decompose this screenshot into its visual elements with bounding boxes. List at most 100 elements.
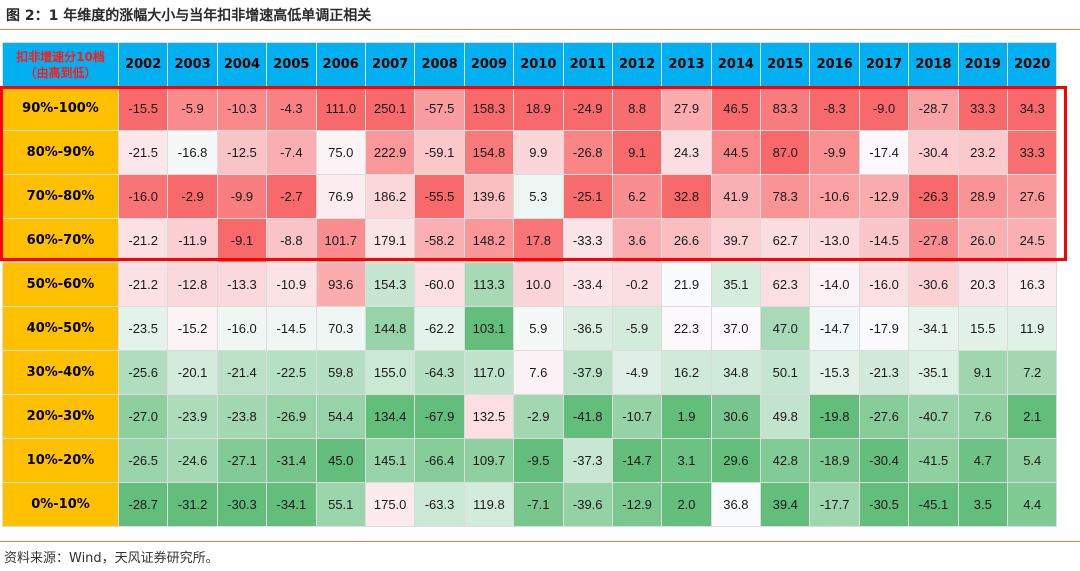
row-label: 90%-100%	[2, 86, 119, 131]
heatmap-cell: 26.6	[661, 218, 712, 263]
heatmap-cell: 39.4	[760, 482, 811, 527]
heatmap-cell: -14.7	[611, 438, 663, 483]
heatmap-cell: -5.9	[611, 306, 663, 351]
heatmap-cell: -26.8	[562, 130, 613, 175]
heatmap-cell: -26.9	[266, 394, 317, 439]
heatmap-cell: -12.9	[858, 174, 910, 219]
heatmap-cell: 33.3	[957, 86, 1009, 131]
title-divider	[0, 29, 1080, 30]
heatmap-cell: 11.9	[1007, 306, 1058, 351]
heatmap-cell: 144.8	[364, 306, 416, 351]
heatmap-cell: 34.8	[710, 350, 762, 395]
year-header: 2006	[315, 42, 366, 87]
heatmap-cell: 117.0	[463, 350, 515, 395]
heatmap-cell: -15.3	[809, 350, 860, 395]
row-label: 80%-90%	[2, 130, 119, 175]
heatmap-cell: 4.4	[1007, 482, 1058, 527]
heatmap-cell: 119.8	[463, 482, 515, 527]
heatmap-cell: -25.1	[562, 174, 613, 219]
year-header: 2010	[513, 42, 564, 87]
heatmap-table: 扣非增速分10档 （由高到低） 2002 2003 2004 2005 2006 2007…	[2, 42, 1058, 527]
heatmap-cell: 27.9	[661, 86, 712, 131]
row-label: 10%-20%	[2, 438, 119, 483]
year-header: 2017	[858, 42, 910, 87]
heatmap-cell: 45.0	[315, 438, 366, 483]
heatmap-cell: -63.3	[414, 482, 465, 527]
row-label: 50%-60%	[2, 262, 119, 307]
heatmap-cell: 154.3	[364, 262, 416, 307]
heatmap-cell: 3.1	[661, 438, 712, 483]
heatmap-cell: -10.3	[216, 86, 268, 131]
year-header: 2008	[414, 42, 465, 87]
heatmap-cell: -8.3	[809, 86, 860, 131]
heatmap-cell: -9.9	[216, 174, 268, 219]
heatmap-cell: -22.5	[266, 350, 317, 395]
heatmap-cell: -34.1	[266, 482, 317, 527]
heatmap-cell: -23.5	[117, 306, 169, 351]
heatmap-cell: -27.8	[908, 218, 959, 263]
table-row: 0%-10% -28.7 -31.2 -30.3 -34.1 55.1 175.0 -63.3…	[2, 482, 1058, 527]
heatmap-cell: -30.6	[908, 262, 959, 307]
heatmap-cell: -5.9	[167, 86, 218, 131]
heatmap-cell: 222.9	[364, 130, 416, 175]
heatmap-cell: 16.2	[661, 350, 712, 395]
heatmap-cell: -19.8	[809, 394, 860, 439]
heatmap-cell: 42.8	[760, 438, 811, 483]
heatmap-cell: 5.4	[1007, 438, 1058, 483]
heatmap-cell: 8.8	[611, 86, 663, 131]
heatmap-cell: 83.3	[760, 86, 811, 131]
heatmap-cell: -16.0	[858, 262, 910, 307]
heatmap-cell: -33.3	[562, 218, 613, 263]
heatmap-cell: 76.9	[315, 174, 366, 219]
heatmap-cell: 15.5	[957, 306, 1009, 351]
heatmap-cell: -17.4	[858, 130, 910, 175]
heatmap-cell: -15.2	[167, 306, 218, 351]
heatmap-cell: 148.2	[463, 218, 515, 263]
heatmap-cell: 2.0	[661, 482, 712, 527]
year-header: 2020	[1007, 42, 1058, 87]
heatmap-cell: 21.9	[661, 262, 712, 307]
heatmap-cell: 2.1	[1007, 394, 1058, 439]
chart-title: 图 2：1 年维度的涨幅大小与当年扣非增速高低单调正相关	[6, 8, 372, 24]
heatmap-cell: 186.2	[364, 174, 416, 219]
heatmap-cell: 17.8	[513, 218, 564, 263]
heatmap-cell: 34.3	[1007, 86, 1058, 131]
heatmap-cell: -66.4	[414, 438, 465, 483]
heatmap-cell: 47.0	[760, 306, 811, 351]
heatmap-cell: 103.1	[463, 306, 515, 351]
heatmap-cell: -14.5	[266, 306, 317, 351]
heatmap-cell: 78.3	[760, 174, 811, 219]
heatmap-cell: 7.2	[1007, 350, 1058, 395]
heatmap-cell: 46.5	[710, 86, 762, 131]
heatmap-cell: -31.2	[167, 482, 218, 527]
year-header: 2009	[463, 42, 515, 87]
heatmap-cell: -67.9	[414, 394, 465, 439]
row-label: 30%-40%	[2, 350, 119, 395]
heatmap-cell: 20.3	[957, 262, 1009, 307]
heatmap-cell: 37.0	[710, 306, 762, 351]
heatmap-cell: -41.5	[908, 438, 959, 483]
heatmap-cell: 154.8	[463, 130, 515, 175]
row-label: 20%-30%	[2, 394, 119, 439]
corner-header: 扣非增速分10档 （由高到低）	[2, 42, 119, 87]
heatmap-cell: -21.3	[858, 350, 910, 395]
year-header: 2014	[710, 42, 762, 87]
year-header: 2004	[216, 42, 268, 87]
source-divider	[0, 541, 1080, 542]
heatmap-cell: -40.7	[908, 394, 959, 439]
heatmap-cell: 7.6	[513, 350, 564, 395]
heatmap-cell: -30.4	[858, 438, 910, 483]
heatmap-cell: 5.3	[513, 174, 564, 219]
heatmap-cell: -4.3	[266, 86, 317, 131]
heatmap-cell: -12.5	[216, 130, 268, 175]
heatmap-cell: -10.6	[809, 174, 860, 219]
heatmap-cell: -14.0	[809, 262, 860, 307]
heatmap-cell: -21.2	[117, 218, 169, 263]
heatmap-cell: -37.3	[562, 438, 613, 483]
heatmap-cell: -14.5	[858, 218, 910, 263]
heatmap-cell: -41.8	[562, 394, 613, 439]
heatmap-cell: 134.4	[364, 394, 416, 439]
table-row: 40%-50% -23.5 -15.2 -16.0 -14.5 70.3 144.8 -62.…	[2, 306, 1058, 351]
heatmap-cell: -18.9	[809, 438, 860, 483]
heatmap-cell: 50.1	[760, 350, 811, 395]
